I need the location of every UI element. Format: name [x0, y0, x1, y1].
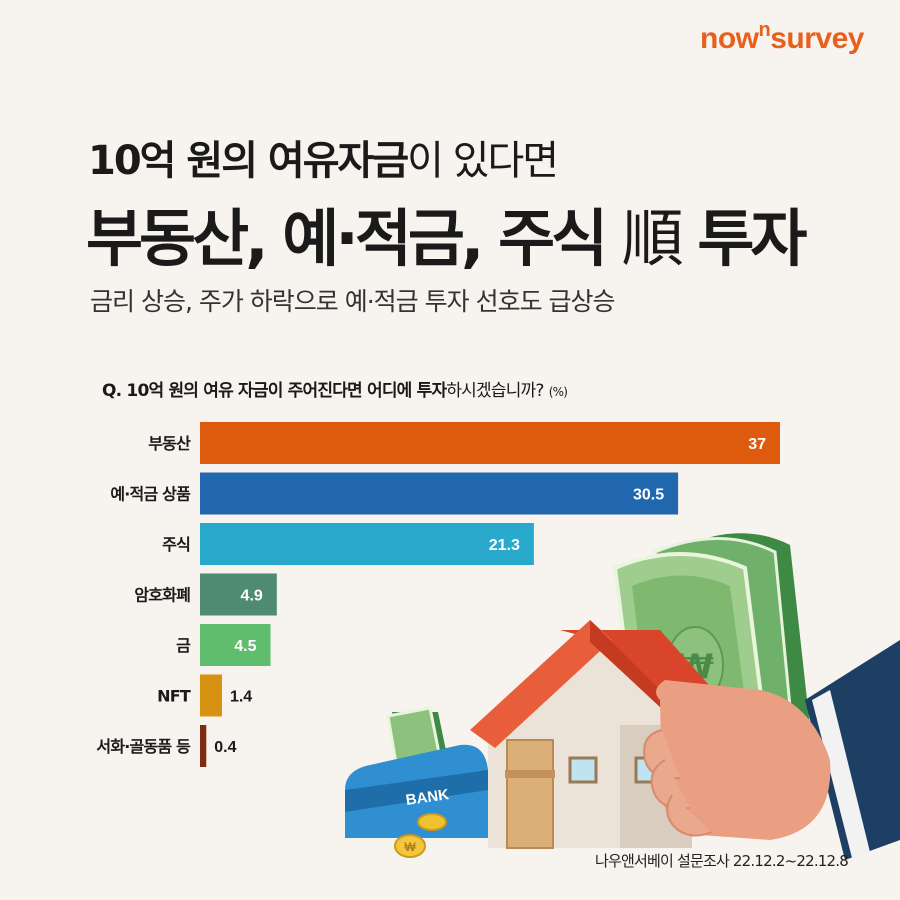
headline-line-2-end: 투자: [697, 202, 807, 275]
source-note: 나우앤서베이 설문조사 22.12.2~22.12.8: [594, 852, 849, 870]
headline-line-1-light: 이 있다면: [407, 138, 559, 184]
bar-6: [200, 725, 207, 767]
category-label-4: 금: [176, 636, 191, 655]
bar-5: [200, 674, 222, 717]
bar-1: [200, 472, 679, 515]
headline-line-1-bold: 10억 원의 여유자금: [88, 138, 409, 184]
unit-label: (%): [548, 385, 568, 399]
bar-4: [200, 624, 271, 666]
bar-2: [200, 523, 534, 565]
subtitle: 금리 상승, 주가 하락으로 예·적금 투자 선호도 급상승: [90, 287, 616, 316]
coin-icon: ₩: [394, 813, 447, 858]
bank-label: BANK: [405, 786, 450, 809]
headline-line-2-bold: 부동산, 예·적금, 주식: [86, 202, 608, 275]
value-label-4: 4.5: [234, 638, 256, 655]
value-label-5: 1.4: [230, 689, 252, 706]
value-label-1: 30.5: [633, 487, 664, 504]
category-label-2: 주식: [162, 535, 190, 554]
category-label-1: 예·적금 상품: [110, 485, 191, 504]
nownsurvey-logo: nownsurvey: [700, 19, 864, 55]
hand-illustration: [643, 640, 900, 860]
headline-line-2: 부동산, 예·적금, 주식 順 투자: [86, 188, 807, 278]
category-label-0: 부동산: [148, 434, 191, 453]
value-label-0: 37: [748, 436, 766, 453]
category-label-5: NFT: [157, 687, 191, 706]
bar-3: [200, 573, 277, 616]
svg-text:₩: ₩: [404, 840, 416, 854]
survey-question-bold: Q. 10억 원의 여유 자금이 주어진다면 어디에 투자: [102, 381, 447, 401]
bank-box-illustration: BANK: [345, 706, 488, 838]
headline-line-2-light: 順: [621, 202, 684, 275]
category-label-3: 암호화폐: [134, 586, 190, 605]
bar-0: [200, 422, 780, 464]
survey-question-light: 하시겠습니까?: [446, 381, 544, 401]
value-label-6: 0.4: [214, 739, 236, 756]
category-label-6: 서화·골동품 등: [96, 737, 191, 756]
value-label-2: 21.3: [489, 537, 520, 554]
survey-question: Q. 10억 원의 여유 자금이 주어진다면 어디에 투자하시겠습니까? (%): [102, 376, 568, 401]
headline-line-1: 10억 원의 여유자금이 있다면: [88, 128, 559, 186]
value-label-3: 4.9: [241, 588, 263, 605]
